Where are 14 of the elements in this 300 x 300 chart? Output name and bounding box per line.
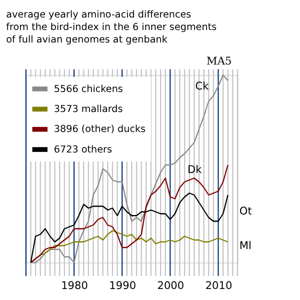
legend-label: 3896 (other) ducks: [54, 124, 146, 136]
annotation: Dk: [188, 164, 203, 176]
chart-title: average yearly amino-acid differences from the bird-index in the 6 inner segments of full avian genomes at genbank: [6, 9, 217, 46]
legend-label: 5566 chickens: [54, 84, 123, 95]
text: Ot: [239, 205, 252, 218]
legend-label: 3573 mallards: [54, 104, 123, 116]
annotation: Ck: [195, 80, 210, 92]
x-tick-label: 1980: [61, 280, 88, 292]
x-tick-label: 2000: [157, 280, 184, 292]
x-tick-label: 1990: [109, 280, 136, 292]
text: MA5: [206, 55, 232, 68]
text: Ml: [239, 240, 252, 252]
legend-label: 6723 others: [54, 144, 112, 156]
x-tick-label: 2010: [205, 280, 232, 292]
